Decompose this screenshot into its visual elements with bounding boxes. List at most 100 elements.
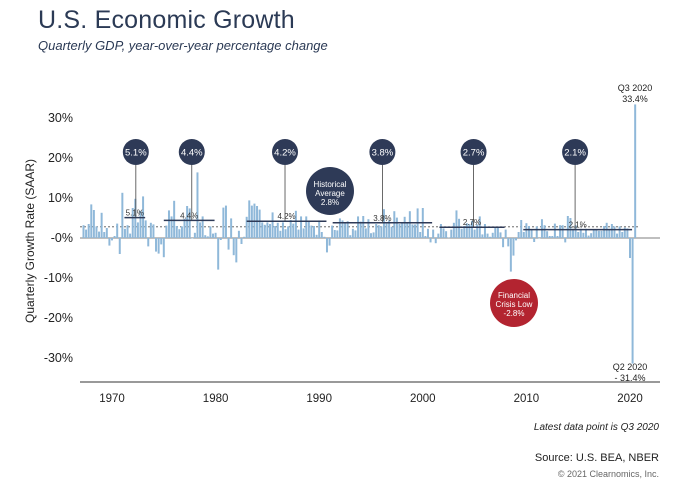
decade-bubble-label: 4.4% <box>181 148 203 159</box>
gdp-bar <box>548 236 551 238</box>
x-tick-label: 1980 <box>203 393 229 405</box>
gdp-bar <box>279 230 282 238</box>
gdp-bar <box>613 226 616 238</box>
gdp-bar <box>515 238 518 241</box>
gdp-bar <box>305 216 308 238</box>
y-tick-label: 30% <box>48 111 73 125</box>
y-axis-label: Quarterly Growth Rate (SAAR) <box>23 159 37 323</box>
y-tick-label: -0% <box>51 231 73 245</box>
gdp-bar <box>382 209 385 238</box>
y-tick-label: 20% <box>48 151 73 165</box>
gdp-bar <box>284 229 287 238</box>
gdp-bar <box>149 222 152 238</box>
gdp-bar <box>147 238 150 247</box>
gdp-bar <box>489 236 492 238</box>
gdp-bar <box>276 222 279 238</box>
y-tick-label: -30% <box>44 351 73 365</box>
gdp-bar <box>157 238 160 254</box>
gdp-bar <box>245 216 248 238</box>
gdp-bar <box>338 218 341 238</box>
gdp-bar <box>595 230 598 238</box>
gdp-bar <box>214 232 217 238</box>
historical-average-label-line1: Historical <box>314 180 347 189</box>
gdp-bar <box>318 220 321 238</box>
gdp-bar <box>468 224 471 238</box>
decade-bubble <box>272 139 299 165</box>
gdp-bar <box>621 232 624 238</box>
gdp-bar <box>105 228 108 238</box>
bars-group <box>82 104 637 364</box>
gdp-bar <box>302 228 305 238</box>
historical-average-circle <box>306 167 354 215</box>
gdp-bar <box>237 230 240 238</box>
gdp-bar <box>574 225 577 238</box>
gdp-bar <box>616 233 619 238</box>
decade-bubble <box>369 139 396 165</box>
gdp-bar <box>232 238 235 256</box>
decade-average-label: 4.2% <box>277 212 295 221</box>
gdp-bar <box>543 225 546 238</box>
gdp-bar <box>528 226 530 238</box>
gdp-bar <box>85 229 88 238</box>
gdp-bar <box>450 229 453 238</box>
x-tick-label: 2010 <box>514 393 540 405</box>
gdp-bar <box>256 206 259 238</box>
gdp-bar <box>362 216 365 238</box>
gdp-bar <box>118 238 121 254</box>
gdp-bar <box>406 222 409 238</box>
gdp-bar <box>351 228 354 238</box>
y-tick-label: -20% <box>44 311 73 325</box>
gdp-bar <box>458 218 461 238</box>
historical-average-value: 2.8% <box>321 198 339 207</box>
x-tick-label: 2000 <box>410 393 436 405</box>
gdp-bar <box>629 238 631 258</box>
gdp-bar <box>623 227 626 238</box>
decade-bubble <box>562 139 589 165</box>
gdp-bar <box>496 227 499 238</box>
gdp-bar <box>346 221 349 238</box>
gdp-bar <box>452 222 455 238</box>
gdp-bar <box>307 221 310 238</box>
gdp-bar <box>155 238 158 252</box>
gdp-bar <box>98 231 101 238</box>
gdp-bar <box>364 228 367 238</box>
gdp-bar <box>131 208 134 238</box>
gdp-bar <box>476 224 479 238</box>
gdp-bar <box>455 210 458 238</box>
gdp-bar <box>269 224 271 238</box>
gdp-bar <box>162 238 165 258</box>
gdp-bar <box>227 238 230 250</box>
gdp-bar <box>559 225 562 238</box>
gdp-bar <box>546 231 549 238</box>
gdp-bar <box>261 222 264 238</box>
gdp-bar <box>178 229 181 238</box>
gdp-bar <box>90 204 93 238</box>
gdp-bar <box>359 221 362 238</box>
decade-average-label: 2.7% <box>463 218 481 227</box>
gdp-bar <box>294 210 297 238</box>
gdp-bar <box>429 238 432 243</box>
gdp-bar <box>186 206 189 238</box>
gdp-bar <box>333 230 336 238</box>
financial-crisis-bubble: Financial Crisis Low -2.8% <box>490 279 538 327</box>
gdp-bar <box>297 229 300 238</box>
gdp-bar <box>263 224 266 238</box>
gdp-bar <box>408 211 411 238</box>
gdp-bar <box>590 233 593 238</box>
gdp-bar <box>582 232 585 238</box>
x-tick-label: 2020 <box>617 393 643 405</box>
gdp-bar <box>300 216 303 238</box>
gdp-bar <box>170 216 173 238</box>
gdp-bar <box>258 209 261 238</box>
gdp-bar <box>354 230 357 238</box>
gdp-bar <box>95 226 98 238</box>
gdp-bar <box>388 220 391 238</box>
gdp-bar <box>584 228 587 238</box>
gdp-bar <box>82 225 85 238</box>
gdp-bar <box>209 226 212 238</box>
gdp-bar <box>390 226 393 238</box>
gdp-bar <box>507 238 510 247</box>
gdp-bar <box>471 220 473 238</box>
q2-2020-label: Q2 2020 <box>613 362 648 372</box>
gdp-bar <box>437 233 440 238</box>
